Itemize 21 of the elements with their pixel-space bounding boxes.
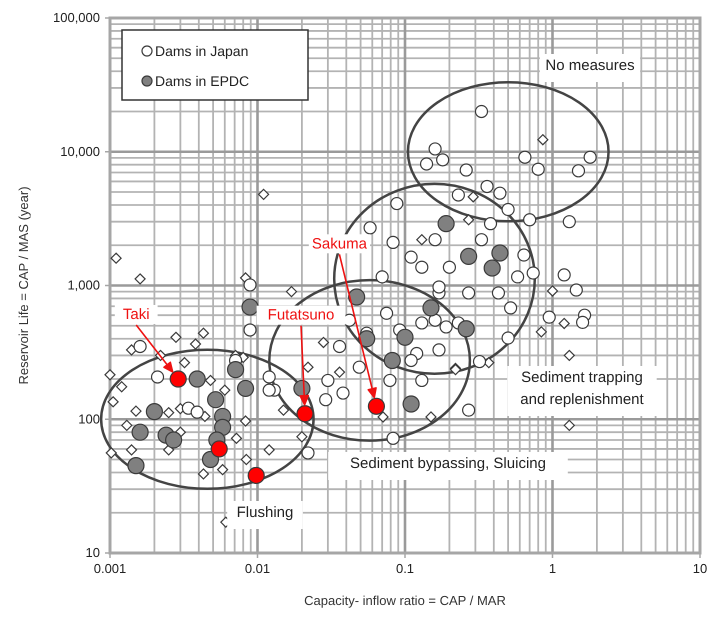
y-tick-label: 1,000 — [67, 278, 100, 293]
annotation: Sediment trapping and replenishment — [520, 369, 645, 408]
annotation: Futatsuno — [268, 306, 334, 324]
annotation: No measures — [545, 57, 635, 74]
y-axis-title: Reservoir Life = CAP / MAS (year) — [16, 186, 31, 385]
y-tick-label: 10 — [86, 545, 100, 560]
annotation: Sediment bypassing, Sluicing — [350, 455, 546, 472]
legend-label: Dams in EPDC — [155, 72, 250, 89]
annotation: Sakuma — [312, 235, 368, 252]
x-tick-label: 1 — [548, 561, 556, 576]
y-tick-label: 100,000 — [53, 10, 100, 26]
annotation: Flushing — [236, 504, 294, 521]
x-tick-label: 10 — [692, 561, 708, 576]
x-axis-title: Capacity- inflow ratio = CAP / MAR — [304, 593, 506, 608]
y-tick-label: 100 — [78, 411, 100, 426]
legend-label: Dams in Japan — [155, 42, 248, 59]
y-tick-label: 10,000 — [60, 144, 100, 159]
annotation: Taki — [122, 306, 150, 323]
x-tick-label: 0.01 — [244, 561, 270, 576]
x-tick-label: 0.1 — [396, 561, 414, 576]
x-tick-label: 0.001 — [94, 561, 126, 576]
